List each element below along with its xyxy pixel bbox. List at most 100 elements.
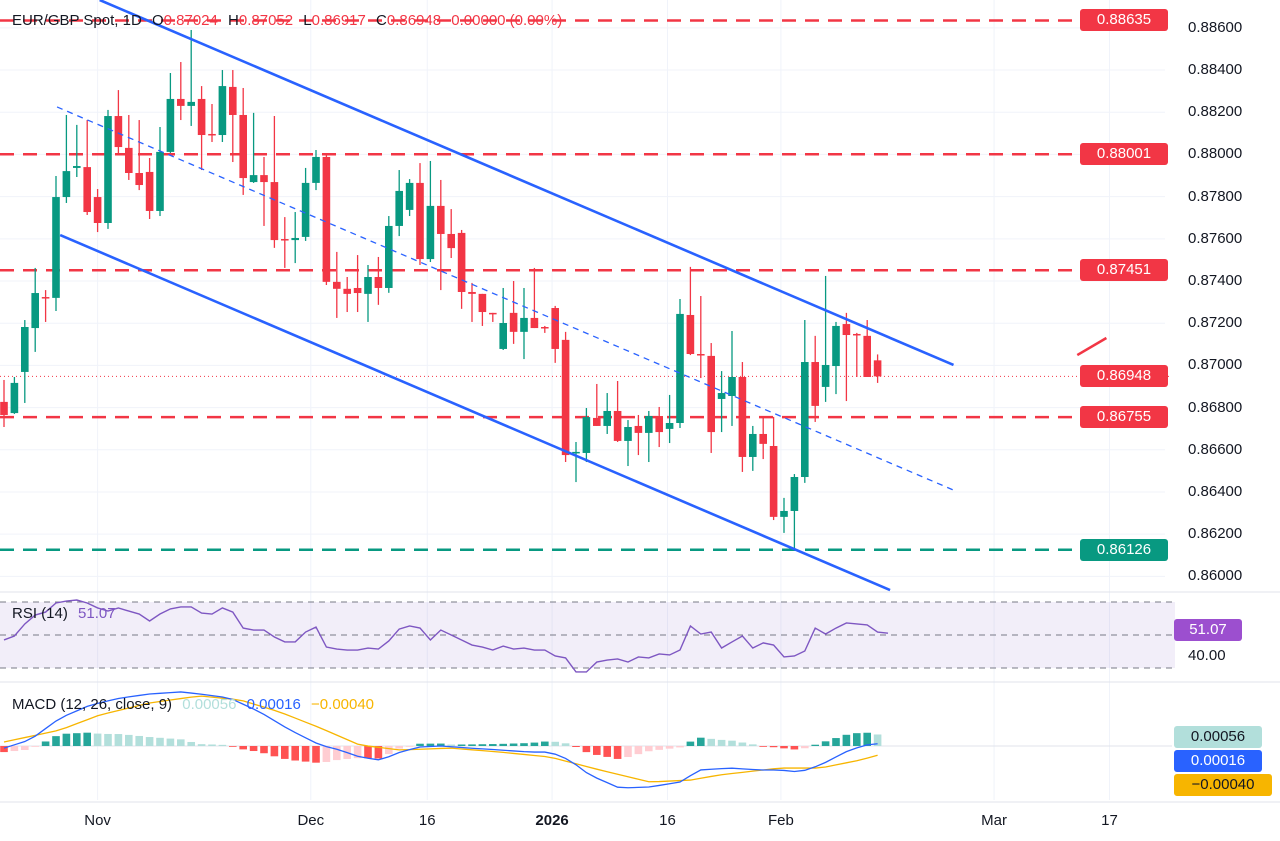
last-price-badge: 0.86948 xyxy=(1080,365,1168,388)
rsi-value: 51.07 xyxy=(78,605,116,622)
candle-down xyxy=(593,417,601,426)
macd-histogram-bar xyxy=(572,746,580,747)
macd-histogram-bar xyxy=(645,746,653,752)
candle-up xyxy=(603,410,611,426)
candle-down xyxy=(842,324,851,336)
macd-signal-line xyxy=(3,695,878,783)
candle-up xyxy=(405,182,414,210)
macd-histogram-bar xyxy=(530,742,539,746)
macd-histogram-bar xyxy=(281,746,289,759)
candle-down xyxy=(551,308,559,349)
macd-line-badge: 0.00016 xyxy=(1174,750,1262,772)
macd-histogram-bar xyxy=(21,746,29,750)
price-tick-label: 0.86000 xyxy=(1188,567,1243,585)
macd-legend: MACD (12, 26, close, 9) 0.00056 0.00016 … xyxy=(12,696,374,713)
candle-up xyxy=(582,417,591,453)
macd-histogram-bar xyxy=(853,733,861,746)
candle-up xyxy=(665,422,674,429)
rsi-title: RSI (14) xyxy=(12,605,68,622)
price-tick-label: 0.88000 xyxy=(1188,145,1243,163)
candle-down xyxy=(125,147,133,173)
macd-histogram-bar xyxy=(634,746,643,755)
level-price-badge: 0.87451 xyxy=(1080,259,1168,282)
candle-up xyxy=(166,98,175,152)
macd-histogram-bar xyxy=(665,746,674,749)
macd-histogram-bar xyxy=(239,746,247,750)
macd-histogram-bar xyxy=(582,746,591,753)
macd-histogram-bar xyxy=(156,737,164,746)
time-tick-label: 16 xyxy=(659,812,676,829)
macd-line-value: 0.00016 xyxy=(246,696,301,713)
candle-down xyxy=(41,297,50,299)
low-label: L xyxy=(303,12,312,29)
candle-down xyxy=(530,317,539,329)
macd-histogram-bar xyxy=(821,741,830,746)
candle-down xyxy=(270,182,279,241)
rsi-legend: RSI (14) 51.07 xyxy=(12,605,116,622)
macd-histogram-bar xyxy=(780,746,788,749)
macd-histogram-bar xyxy=(447,744,455,746)
macd-histogram-bar xyxy=(31,746,39,747)
macd-histogram-bar xyxy=(93,733,102,746)
candle-down xyxy=(416,182,424,260)
candle-up xyxy=(364,277,372,294)
candle-up xyxy=(21,327,29,372)
candle-down xyxy=(686,314,695,355)
price-tick-label: 0.87000 xyxy=(1188,356,1243,374)
candle-up xyxy=(291,237,299,241)
candle-up xyxy=(790,477,799,511)
candle-down xyxy=(468,291,476,294)
candle-down xyxy=(447,233,455,249)
macd-histogram-bar xyxy=(166,738,175,746)
macd-histogram-bar xyxy=(374,746,383,759)
candle-down xyxy=(561,339,570,456)
macd-histogram-bar xyxy=(353,746,362,759)
candle-down xyxy=(873,360,882,377)
macd-histogram-bar xyxy=(114,734,123,746)
candle-down xyxy=(343,288,351,294)
price-tick-label: 0.87600 xyxy=(1188,229,1243,247)
macd-histogram-bar xyxy=(291,746,299,761)
macd-histogram-bar xyxy=(873,734,882,746)
candle-up xyxy=(520,317,528,332)
macd-histogram-bar xyxy=(301,746,310,762)
level-price-badge: 0.86126 xyxy=(1080,538,1168,561)
candle-down xyxy=(208,133,216,136)
macd-histogram-bar xyxy=(520,743,528,746)
macd-histogram-bar xyxy=(437,743,445,746)
low-value: 0.86917 xyxy=(311,12,366,29)
macd-histogram-bar xyxy=(738,742,747,746)
macd-histogram-bar xyxy=(509,743,518,746)
macd-histogram-bar xyxy=(83,732,91,746)
candle-up xyxy=(301,182,310,237)
macd-histogram-bar xyxy=(73,733,81,746)
candle-down xyxy=(322,156,331,282)
macd-histogram-bar xyxy=(541,741,549,746)
macd-histogram-bar xyxy=(593,746,601,755)
macd-histogram-bar xyxy=(468,744,476,746)
chart-legend: EUR/GBP Spot, 1D O0.87024 H0.87052 L0.86… xyxy=(12,12,562,29)
open-label: O xyxy=(151,12,164,29)
macd-histogram-bar xyxy=(603,746,611,757)
candle-up xyxy=(187,101,195,106)
candle-down xyxy=(281,239,289,241)
candle-up xyxy=(676,313,684,423)
macd-histogram-bar xyxy=(187,741,195,746)
candle-down xyxy=(811,362,819,406)
macd-histogram-bar xyxy=(10,746,19,752)
candle-down xyxy=(437,205,445,234)
level-price-badge: 0.88635 xyxy=(1080,9,1168,32)
trendline-arrow-stub xyxy=(1076,336,1108,357)
candle-down xyxy=(0,401,8,415)
candle-up xyxy=(749,433,757,457)
candle-down xyxy=(769,445,778,517)
rsi-axis-label: 40.00 xyxy=(1188,647,1226,664)
time-tick-label: Dec xyxy=(297,812,325,829)
time-tick-label: Mar xyxy=(981,812,1007,829)
price-tick-label: 0.87200 xyxy=(1188,314,1243,332)
macd-signal-badge: −0.00040 xyxy=(1174,774,1272,796)
macd-histogram-bar xyxy=(499,743,507,746)
candle-up xyxy=(62,171,71,198)
trendline-channel-lower xyxy=(59,233,891,592)
